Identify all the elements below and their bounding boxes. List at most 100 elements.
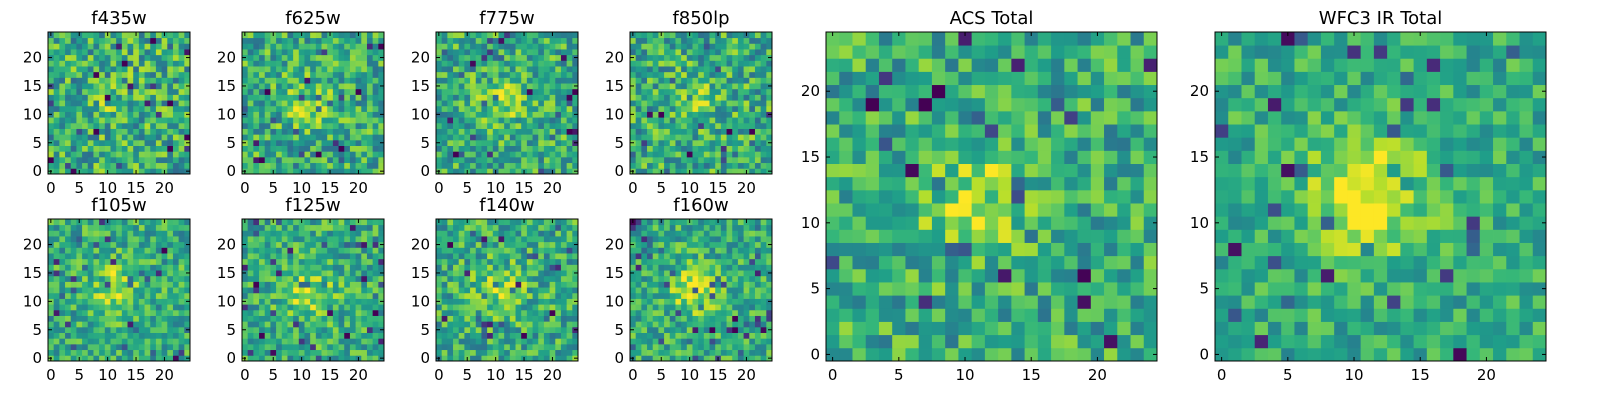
- heatmap-cell: [259, 275, 266, 282]
- heatmap-cell: [327, 236, 334, 243]
- heatmap-cell: [355, 77, 362, 84]
- y-tick-label: 5: [420, 134, 430, 152]
- heatmap-cell: [635, 281, 642, 288]
- heatmap-cell: [327, 111, 334, 118]
- heatmap-cell: [664, 270, 671, 277]
- heatmap-cell: [652, 54, 659, 61]
- heatmap-cell: [481, 49, 488, 56]
- heatmap-cell: [487, 71, 494, 78]
- heatmap-cell: [87, 247, 94, 254]
- heatmap-cell: [184, 105, 191, 112]
- heatmap-cell: [538, 100, 545, 107]
- heatmap-cell: [59, 321, 66, 328]
- heatmap-cell: [344, 100, 351, 107]
- heatmap-cell: [447, 151, 454, 158]
- heatmap-cell: [453, 105, 460, 112]
- heatmap-cell: [127, 264, 134, 271]
- heatmap-cell: [475, 270, 482, 277]
- heatmap-cell: [378, 156, 385, 164]
- heatmap-cell: [93, 321, 100, 328]
- heatmap-cell: [53, 134, 60, 141]
- heatmap-cell: [242, 151, 249, 158]
- heatmap-cell: [698, 88, 705, 95]
- heatmap-cell: [93, 247, 100, 254]
- heatmap-cell: [99, 32, 106, 39]
- heatmap-cell: [270, 281, 277, 288]
- heatmap-cell: [349, 151, 356, 158]
- heatmap-cell: [726, 332, 733, 339]
- heatmap-cell: [82, 32, 89, 39]
- heatmap-cell: [247, 281, 254, 288]
- heatmap-cell: [349, 162, 356, 169]
- heatmap-cell: [504, 338, 511, 345]
- heatmap-cell: [247, 236, 254, 243]
- heatmap-cell: [555, 332, 562, 339]
- heatmap-cell: [281, 264, 288, 271]
- heatmap-cell: [709, 100, 716, 107]
- heatmap-cell: [116, 66, 123, 73]
- heatmap-cell: [82, 77, 89, 84]
- heatmap-cell: [161, 60, 168, 67]
- heatmap-cell: [709, 355, 716, 362]
- heatmap-cell: [144, 60, 151, 67]
- heatmap-cell: [310, 253, 317, 260]
- heatmap-cell: [99, 162, 106, 169]
- heatmap-cell: [464, 43, 471, 50]
- heatmap-cell: [475, 349, 482, 356]
- heatmap-cell: [743, 315, 750, 322]
- heatmap-cell: [116, 32, 123, 39]
- heatmap-cell: [276, 236, 283, 243]
- heatmap-cell: [481, 321, 488, 328]
- heatmap-cells: [436, 219, 579, 362]
- heatmap-cell: [287, 349, 294, 356]
- heatmap-cell: [184, 49, 191, 56]
- heatmap-cell: [155, 37, 162, 44]
- heatmap-cell: [549, 100, 556, 107]
- heatmap-cell: [121, 122, 128, 129]
- heatmap-cell: [321, 355, 328, 362]
- heatmap-cell: [726, 83, 733, 90]
- heatmap-cell: [133, 83, 140, 90]
- heatmap-cell: [110, 275, 117, 282]
- heatmap-cell: [327, 105, 334, 112]
- heatmap-cell: [481, 83, 488, 90]
- heatmap-cell: [669, 270, 676, 277]
- heatmap-cell: [366, 49, 374, 56]
- heatmap-cell: [664, 162, 671, 169]
- heatmap-cell: [242, 100, 249, 107]
- heatmap-cell: [635, 156, 642, 164]
- heatmap-cell: [93, 88, 100, 95]
- heatmap-cell: [669, 117, 676, 124]
- heatmap-cell: [361, 326, 368, 333]
- heatmap-cell: [65, 343, 72, 351]
- heatmap-cell: [361, 162, 368, 169]
- heatmap-cell: [532, 224, 539, 231]
- heatmap-cell: [709, 332, 716, 339]
- heatmap-cell: [293, 105, 300, 112]
- heatmap-cell: [121, 111, 128, 118]
- heatmap-cell: [281, 66, 288, 73]
- heatmap-cell: [487, 100, 494, 107]
- heatmap-cell: [161, 343, 168, 351]
- heatmap-cell: [293, 156, 300, 164]
- heatmap-cell: [344, 309, 351, 316]
- heatmap-cell: [304, 247, 311, 254]
- heatmap-cell: [321, 49, 328, 56]
- heatmap-cell: [104, 321, 111, 328]
- heatmap-cell: [293, 304, 300, 311]
- heatmap-cell: [121, 355, 128, 362]
- heatmap-cell: [65, 60, 72, 67]
- heatmap-cell: [87, 264, 94, 271]
- heatmap-cell: [630, 151, 637, 158]
- heatmap-cell: [543, 117, 550, 124]
- heatmap-cell: [178, 66, 185, 73]
- heatmap-cell: [709, 151, 716, 158]
- heatmap-cell: [327, 338, 334, 345]
- heatmap-cell: [87, 253, 94, 260]
- heatmap-cell: [698, 43, 705, 50]
- heatmap-cell: [743, 49, 750, 56]
- heatmap-cell: [487, 264, 494, 271]
- heatmap-cell: [726, 37, 733, 44]
- heatmap-cell: [686, 162, 693, 169]
- heatmap-cell: [361, 32, 368, 39]
